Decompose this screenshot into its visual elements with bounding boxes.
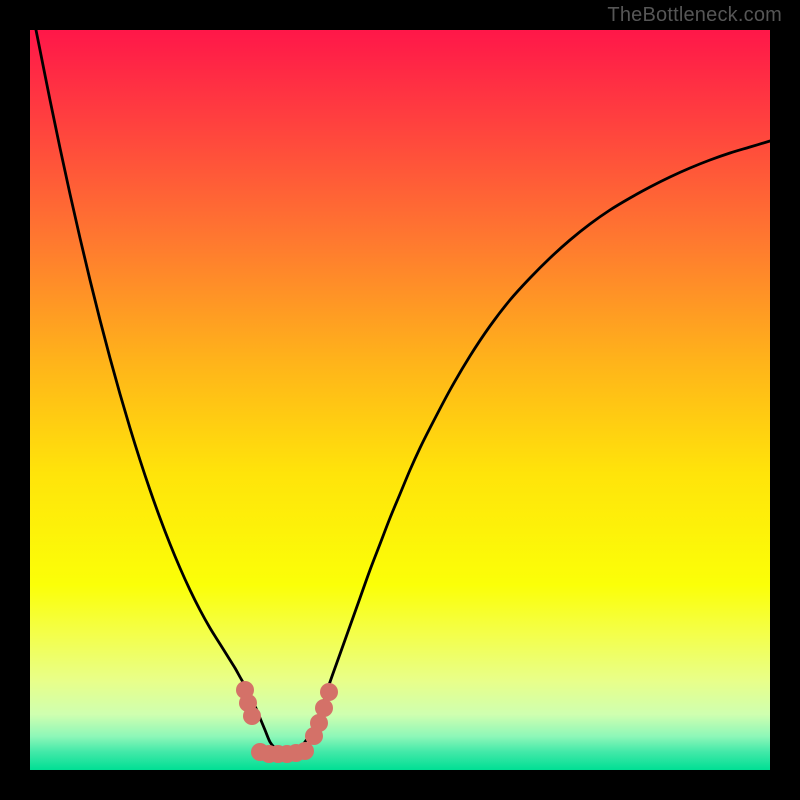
trough-marker xyxy=(320,683,338,701)
plot-area xyxy=(30,30,770,770)
bottleneck-curve xyxy=(30,30,770,754)
trough-markers xyxy=(236,681,338,763)
trough-marker xyxy=(296,742,314,760)
chart-svg xyxy=(30,30,770,770)
watermark-text: TheBottleneck.com xyxy=(607,4,782,27)
trough-marker xyxy=(243,707,261,725)
trough-marker xyxy=(315,699,333,717)
